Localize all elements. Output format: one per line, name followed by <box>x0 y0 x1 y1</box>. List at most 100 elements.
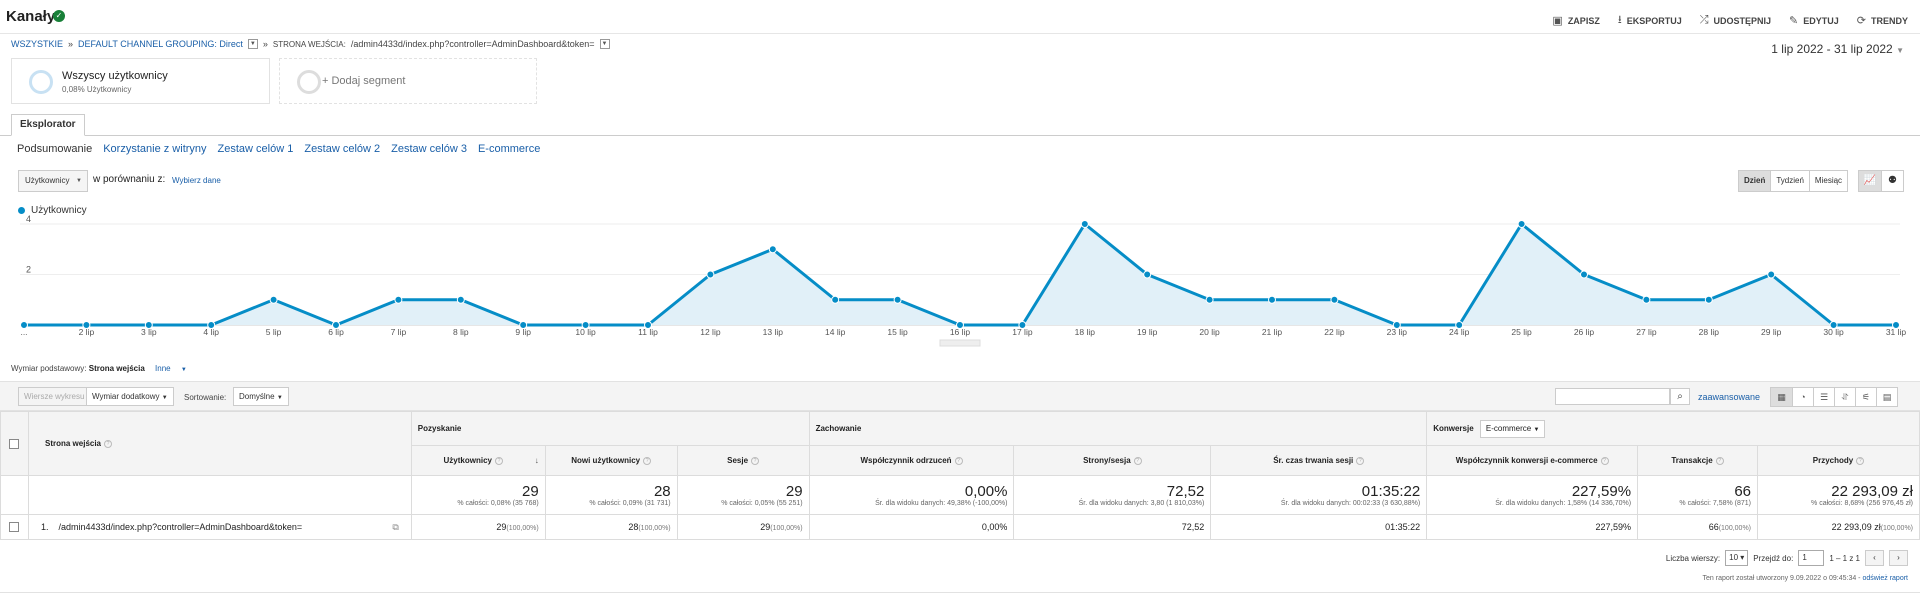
data-point <box>1205 295 1214 304</box>
plot-rows-button[interactable]: Wiersze wykresu <box>18 387 91 406</box>
data-point <box>581 321 590 329</box>
help-icon[interactable]: ? <box>494 456 503 465</box>
row-cell: 01:35:22 <box>1210 514 1428 540</box>
performance-icon[interactable]: ☰ <box>1813 388 1834 406</box>
column-header[interactable]: Strony/sesja? <box>1013 445 1212 476</box>
conversions-select[interactable]: E-commerce ▼ <box>1479 419 1546 438</box>
primary-dimension-label: Wymiar podstawowy: <box>11 364 87 373</box>
header-action-label: EDYTUJ <box>1803 15 1839 26</box>
period-button-2[interactable]: Miesiąc <box>1808 171 1847 191</box>
line-chart-icon[interactable]: 📈 <box>1859 171 1881 191</box>
column-header[interactable]: Przychody? <box>1757 445 1920 476</box>
entry-dropdown-icon[interactable]: ▼ <box>599 39 610 49</box>
breadcrumb-grouping[interactable]: DEFAULT CHANNEL GROUPING: Direct <box>78 39 243 49</box>
export-icon: ⭳ <box>1617 14 1622 26</box>
totals-cell: 66% całości: 7,58% (871) <box>1637 475 1758 515</box>
data-point <box>1392 321 1401 329</box>
prev-page-button[interactable]: ‹ <box>1865 550 1884 566</box>
help-icon[interactable]: ? <box>643 456 652 465</box>
row-page-link[interactable]: /admin4433d/index.php?controller=AdminDa… <box>58 521 303 532</box>
add-segment[interactable]: + Dodaj segment <box>279 58 537 104</box>
help-icon[interactable]: ? <box>954 456 963 465</box>
goto-input[interactable]: 1 <box>1798 550 1825 566</box>
sort-desc-icon[interactable]: ↓ <box>534 456 539 465</box>
table-row: 1. /admin4433d/index.php?controller=Admin… <box>0 514 1920 540</box>
column-header[interactable]: Transakcje? <box>1637 445 1758 476</box>
subtab-2[interactable]: Zestaw celów 1 <box>217 143 294 155</box>
totals-sub: % całości: 0,08% (35 768) <box>457 499 539 507</box>
primary-dimension-value: Strona wejścia <box>88 364 145 373</box>
column-header[interactable]: Śr. czas trwania sesji? <box>1210 445 1428 476</box>
date-range-picker[interactable]: 1 lip 2022 - 31 lip 2022 ▼ <box>1771 42 1904 56</box>
column-header[interactable]: Użytkownicy? ↓ <box>410 445 546 476</box>
metric-select[interactable]: Użytkownicy ▼ <box>18 170 88 192</box>
subtab-5[interactable]: E-commerce <box>477 143 541 155</box>
help-icon[interactable]: ? <box>1356 456 1365 465</box>
help-icon[interactable]: ? <box>104 439 113 448</box>
row-cell-value: 66 <box>1708 522 1719 532</box>
totals-sub: Śr. dla widoku danych: 1,58% (14 336,70%… <box>1495 499 1632 507</box>
next-page-button[interactable]: › <box>1889 550 1908 566</box>
page-title: Kanały <box>6 8 56 25</box>
grouping-dropdown-icon[interactable]: ▼ <box>247 39 258 49</box>
conversions-select-value: E-commerce <box>1485 423 1532 433</box>
table-icon[interactable]: ▦ <box>1771 388 1792 406</box>
subtab-4[interactable]: Zestaw celów 3 <box>391 143 467 155</box>
help-icon[interactable]: ? <box>1856 456 1865 465</box>
rows-select[interactable]: 10 ▾ <box>1725 550 1749 566</box>
chevron-down-icon: ▼ <box>161 395 168 401</box>
sort-select[interactable]: Domyślne ▼ <box>233 387 289 406</box>
subtab-1[interactable]: Korzystanie z witryny <box>103 143 207 155</box>
header-action-edytuj[interactable]: ✎ EDYTUJ <box>1789 11 1839 30</box>
term-cloud-icon[interactable]: ⚟ <box>1855 388 1876 406</box>
secondary-dimension-select[interactable]: Wymiar dodatkowy ▼ <box>86 387 174 406</box>
motion-chart-icon[interactable]: ⚉ <box>1881 171 1903 191</box>
pie-icon[interactable]: ◔ <box>1792 388 1813 406</box>
comparison-icon[interactable]: ⥯ <box>1834 388 1855 406</box>
column-header[interactable]: Współczynnik odrzuceń? <box>808 445 1015 476</box>
header-action-eksportuj[interactable]: ⭳ EKSPORTUJ <box>1618 11 1682 30</box>
subtab-3[interactable]: Zestaw celów 2 <box>304 143 381 155</box>
header-action-udostępnij[interactable]: ⤮ UDOSTĘPNIJ <box>1700 11 1771 30</box>
pagination: Liczba wierszy: 10 ▾ Przejdź do: 1 1 – 1… <box>1666 550 1908 566</box>
data-point <box>956 321 964 329</box>
legend-label: Użytkownicy <box>31 205 87 216</box>
subtab-0[interactable]: Podsumowanie <box>17 143 93 155</box>
search-icon[interactable]: ⌕ <box>1670 388 1690 405</box>
column-header[interactable]: Nowi użytkownicy? <box>544 445 678 476</box>
advanced-filter-link[interactable]: zaawansowane <box>1698 392 1761 402</box>
group-conversions-label: Konwersje <box>1433 423 1474 433</box>
pivot-icon[interactable]: ▤ <box>1876 388 1897 406</box>
totals-sub: Śr. dla widoku danych: 00:02:33 (3 630,8… <box>1280 499 1421 507</box>
select-all-checkbox[interactable] <box>9 438 20 449</box>
column-header[interactable]: Sesje? <box>676 445 810 476</box>
period-button-0[interactable]: Dzień <box>1739 171 1771 191</box>
primary-dimension-other[interactable]: Inne <box>155 364 171 373</box>
help-icon[interactable]: ? <box>751 456 760 465</box>
row-index: 1. <box>40 521 49 532</box>
row-cell: 72,52 <box>1013 514 1212 540</box>
period-button-1[interactable]: Tydzień <box>1770 171 1809 191</box>
refresh-report-link[interactable]: odśwież raport <box>1862 575 1908 582</box>
row-checkbox[interactable] <box>9 522 20 533</box>
tab-explorer[interactable]: Eksplorator <box>11 114 85 136</box>
help-icon[interactable]: ? <box>1715 456 1724 465</box>
header-action-zapisz[interactable]: ▣ ZAPISZ <box>1552 11 1599 30</box>
column-header[interactable]: Współczynnik konwersji e-commerce? <box>1426 445 1639 476</box>
date-range-text: 1 lip 2022 - 31 lip 2022 <box>1771 42 1893 56</box>
table-search-input[interactable] <box>1555 388 1670 405</box>
select-metric-link[interactable]: Wybierz dane <box>172 176 221 185</box>
dimension-header[interactable]: Strona wejścia? <box>27 411 412 476</box>
header-action-trendy[interactable]: ⟳ TRENDY <box>1857 11 1908 30</box>
data-point <box>1517 220 1526 228</box>
open-page-icon[interactable]: ⧉ <box>392 521 399 532</box>
segment-all-users[interactable]: Wszyscy użytkownicy 0,08% Użytkownicy <box>11 58 270 104</box>
totals-value: 0,00% <box>964 482 1008 500</box>
data-point <box>706 270 715 279</box>
footer-divider <box>0 592 1920 593</box>
totals-sub: % całości: 8,68% (256 976,45 zł) <box>1811 499 1913 507</box>
help-icon[interactable]: ? <box>1600 456 1609 465</box>
x-tick-label: 27 lip <box>1636 327 1657 337</box>
help-icon[interactable]: ? <box>1133 456 1142 465</box>
breadcrumb-all[interactable]: WSZYSTKIE <box>11 39 64 49</box>
